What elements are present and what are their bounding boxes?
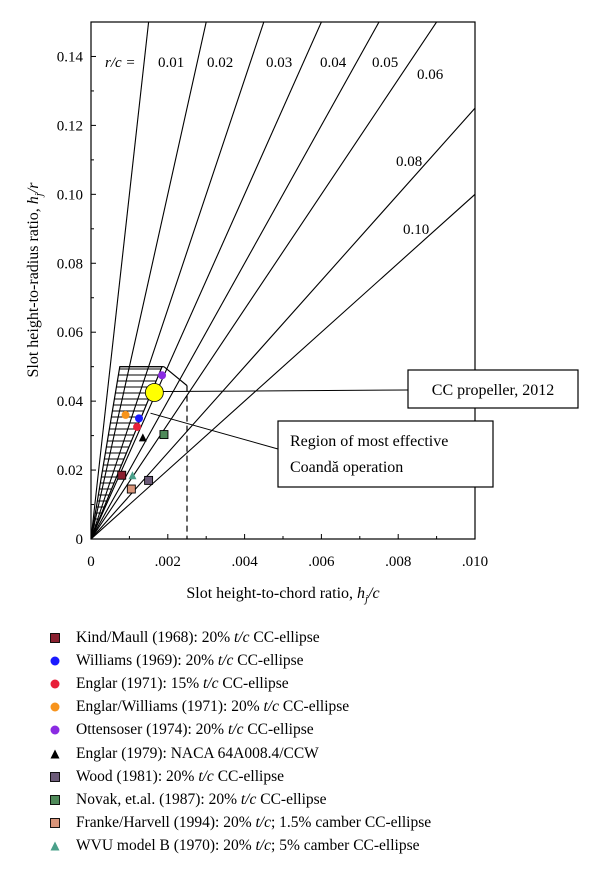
legend-item: WVU model B (1970): 20% t/c; 5% camber C… [48, 835, 593, 858]
legend-marker-shape [50, 771, 60, 782]
legend-item: Kind/Maull (1968): 20% t/c CC-ellipse [48, 626, 593, 649]
cc-propeller-box [407, 369, 579, 409]
data-point-1 [135, 414, 143, 423]
data-point-5 [138, 433, 147, 442]
rc-label-0.05: 0.05 [372, 55, 398, 71]
legend-item: Franke/Harvell (1994): 20% t/c; 1.5% cam… [48, 812, 593, 835]
y-tick-label: 0.04 [57, 394, 84, 410]
y-tick-label: 0.10 [57, 187, 83, 203]
legend-label: Franke/Harvell (1994): 20% t/c; 1.5% cam… [76, 814, 432, 832]
legend-item: Ottensoser (1974): 20% t/c CC-ellipse [48, 719, 593, 742]
effective-region [90, 366, 188, 540]
legend-marker-shape [50, 794, 60, 805]
y-axis-title: Slot height-to-radius ratio, hj/r [25, 182, 45, 378]
legend-item: Williams (1969): 20% t/c CC-ellipse [48, 649, 593, 672]
legend-label: WVU model B (1970): 20% t/c; 5% camber C… [76, 837, 420, 855]
cc-propeller-marker [144, 383, 164, 402]
legend-marker-shape [50, 656, 60, 666]
rc-prefix-label: r/c = [105, 55, 136, 71]
data-point-9 [128, 471, 137, 480]
legend-label: Novak, et.al. (1987): 20% t/c CC-ellipse [76, 790, 327, 808]
legend-marker-shape [50, 749, 60, 759]
data-point-2 [133, 422, 142, 431]
data-point-7 [159, 430, 169, 440]
rc-label-0.04: 0.04 [320, 55, 347, 71]
x-tick-label: .008 [385, 554, 411, 570]
data-point-3 [121, 410, 130, 419]
legend-marker-shape [50, 818, 60, 829]
legend-item: Englar/Williams (1971): 20% t/c CC-ellip… [48, 696, 593, 719]
square-marker-icon [48, 816, 70, 830]
legend-marker-shape [50, 679, 60, 689]
region-label-line2: Coandă operation [290, 459, 403, 476]
circle-marker-icon [48, 700, 70, 714]
circle-marker-icon [48, 654, 70, 668]
rc-line-0.05 [91, 22, 380, 539]
x-tick-label: .010 [462, 554, 488, 570]
axis-ticks: 0 .002 .004 .006 .008 .010 0 0.02 0.04 0.06 0.08 0.… [57, 49, 488, 570]
y-tick-label: 0.14 [57, 49, 84, 65]
x-tick-label: 0 [87, 554, 95, 570]
legend-marker-shape [50, 702, 60, 712]
rc-label-0.03: 0.03 [266, 55, 292, 71]
legend-label: Englar (1971): 15% t/c CC-ellipse [76, 674, 289, 692]
legend: Kind/Maull (1968): 20% t/c CC-ellipse Wil… [48, 626, 593, 858]
data-point-6 [144, 475, 154, 485]
square-marker-icon [48, 793, 70, 807]
rc-line-0.03 [91, 22, 265, 539]
legend-item: Wood (1981): 20% t/c CC-ellipse [48, 765, 593, 788]
legend-marker-shape [50, 725, 60, 735]
x-axis-title: Slot height-to-chord ratio, hj/c [186, 585, 379, 605]
square-marker-icon [48, 770, 70, 784]
triangle-marker-icon [48, 747, 70, 761]
rc-label-0.01: 0.01 [158, 55, 184, 71]
annotations: CC propeller, 2012 Region of most effecti… [150, 369, 579, 488]
triangle-marker-icon [48, 839, 70, 853]
y-tick-label: 0.06 [57, 325, 84, 341]
axis-titles: Slot height-to-chord ratio, hj/c Slot hei… [25, 182, 380, 605]
y-tick-label: 0.12 [57, 118, 83, 134]
rc-label-0.08: 0.08 [396, 154, 422, 170]
region-box [277, 420, 494, 488]
rc-line-0.08 [91, 107, 475, 539]
data-point-4 [158, 371, 167, 380]
x-tick-label: .006 [308, 554, 335, 570]
circle-marker-icon [48, 723, 70, 737]
y-tick-label: 0.08 [57, 256, 83, 272]
legend-marker-shape [50, 841, 60, 851]
cc-propeller-leader [163, 389, 409, 393]
legend-item: Novak, et.al. (1987): 20% t/c CC-ellipse [48, 788, 593, 811]
legend-item: Englar (1971): 15% t/c CC-ellipse [48, 672, 593, 695]
square-marker-icon [48, 631, 70, 645]
data-point-0 [117, 470, 127, 480]
chart: 0 .002 .004 .006 .008 .010 0 0.02 0.04 0.06 0.08 0.… [25, 21, 579, 605]
rc-labels: r/c = 0.01 0.02 0.03 0.04 0.05 0.06 0.08 0.10 [105, 55, 444, 238]
legend-item: Englar (1979): NACA 64A008.4/CCW [48, 742, 593, 765]
legend-label: Wood (1981): 20% t/c CC-ellipse [76, 767, 284, 785]
data-point-8 [126, 484, 136, 494]
data-markers [117, 371, 169, 494]
region-leader [150, 412, 279, 450]
region-label-line1: Region of most effective [290, 433, 448, 450]
legend-label: Williams (1969): 20% t/c CC-ellipse [76, 651, 304, 669]
legend-label: Kind/Maull (1968): 20% t/c CC-ellipse [76, 628, 320, 646]
x-tick-label: .002 [155, 554, 181, 570]
rc-label-0.06: 0.06 [417, 67, 444, 83]
legend-label: Englar/Williams (1971): 20% t/c CC-ellip… [76, 698, 350, 716]
rc-label-0.10: 0.10 [403, 222, 429, 238]
region-corner-edge [163, 366, 188, 387]
y-tick-label: 0 [76, 532, 84, 548]
circle-marker-icon [48, 677, 70, 691]
cc-propeller-label: CC propeller, 2012 [432, 382, 554, 399]
legend-label: Ottensoser (1974): 20% t/c CC-ellipse [76, 721, 314, 739]
x-tick-label: .004 [231, 554, 258, 570]
legend-marker-shape [50, 632, 60, 643]
rc-line-0.02 [91, 22, 207, 539]
rc-label-0.02: 0.02 [207, 55, 233, 71]
rc-line-0.10 [91, 193, 475, 539]
y-tick-label: 0.02 [57, 463, 83, 479]
legend-label: Englar (1979): NACA 64A008.4/CCW [76, 744, 319, 762]
rc-line-0.06 [91, 22, 438, 539]
